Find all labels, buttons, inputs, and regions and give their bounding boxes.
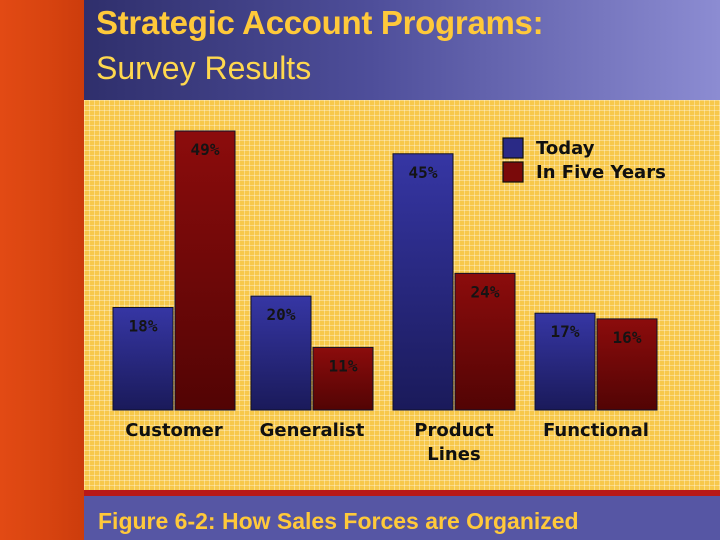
category-label-customer: Customer bbox=[125, 420, 223, 441]
chart-legend: Today In Five Years bbox=[502, 137, 666, 183]
legend-swatch-today bbox=[502, 137, 524, 159]
value-label-generalist-five-years: 11% bbox=[329, 356, 358, 375]
category-label-functional: Functional bbox=[543, 420, 649, 441]
slide-subtitle: Survey Results bbox=[96, 50, 312, 86]
figure-caption: Figure 6-2: How Sales Forces are Organiz… bbox=[98, 508, 579, 534]
bar-product-lines-five-years bbox=[454, 272, 516, 411]
value-label-customer-five-years: 49% bbox=[191, 140, 220, 159]
bar-product-lines-today bbox=[392, 153, 454, 411]
value-label-customer-today: 18% bbox=[129, 317, 158, 336]
header-band bbox=[84, 0, 720, 100]
footer-band bbox=[84, 496, 720, 540]
value-label-generalist-today: 20% bbox=[267, 305, 296, 324]
bar-functional-five-years bbox=[596, 318, 658, 411]
bar-functional-today bbox=[534, 312, 596, 411]
slide-title: Strategic Account Programs: bbox=[96, 4, 544, 41]
category-label-generalist: Generalist bbox=[260, 420, 365, 441]
left-accent-strip bbox=[0, 0, 84, 540]
legend-label-five-years: In Five Years bbox=[536, 162, 666, 183]
bar-customer-today bbox=[112, 307, 174, 411]
value-label-product-lines-today: 45% bbox=[409, 163, 438, 182]
category-label-product-lines: Product bbox=[414, 420, 494, 441]
legend-swatch-five-years bbox=[502, 161, 524, 183]
bar-generalist-five-years bbox=[312, 346, 374, 411]
value-label-functional-today: 17% bbox=[551, 322, 580, 341]
bar-generalist-today bbox=[250, 295, 312, 411]
footer-rule bbox=[84, 490, 720, 496]
legend-label-today: Today bbox=[536, 138, 595, 159]
value-label-product-lines-five-years: 24% bbox=[471, 282, 500, 301]
category-label-product-lines: Lines bbox=[427, 444, 480, 465]
value-label-functional-five-years: 16% bbox=[613, 328, 642, 347]
bar-customer-five-years bbox=[174, 130, 236, 411]
